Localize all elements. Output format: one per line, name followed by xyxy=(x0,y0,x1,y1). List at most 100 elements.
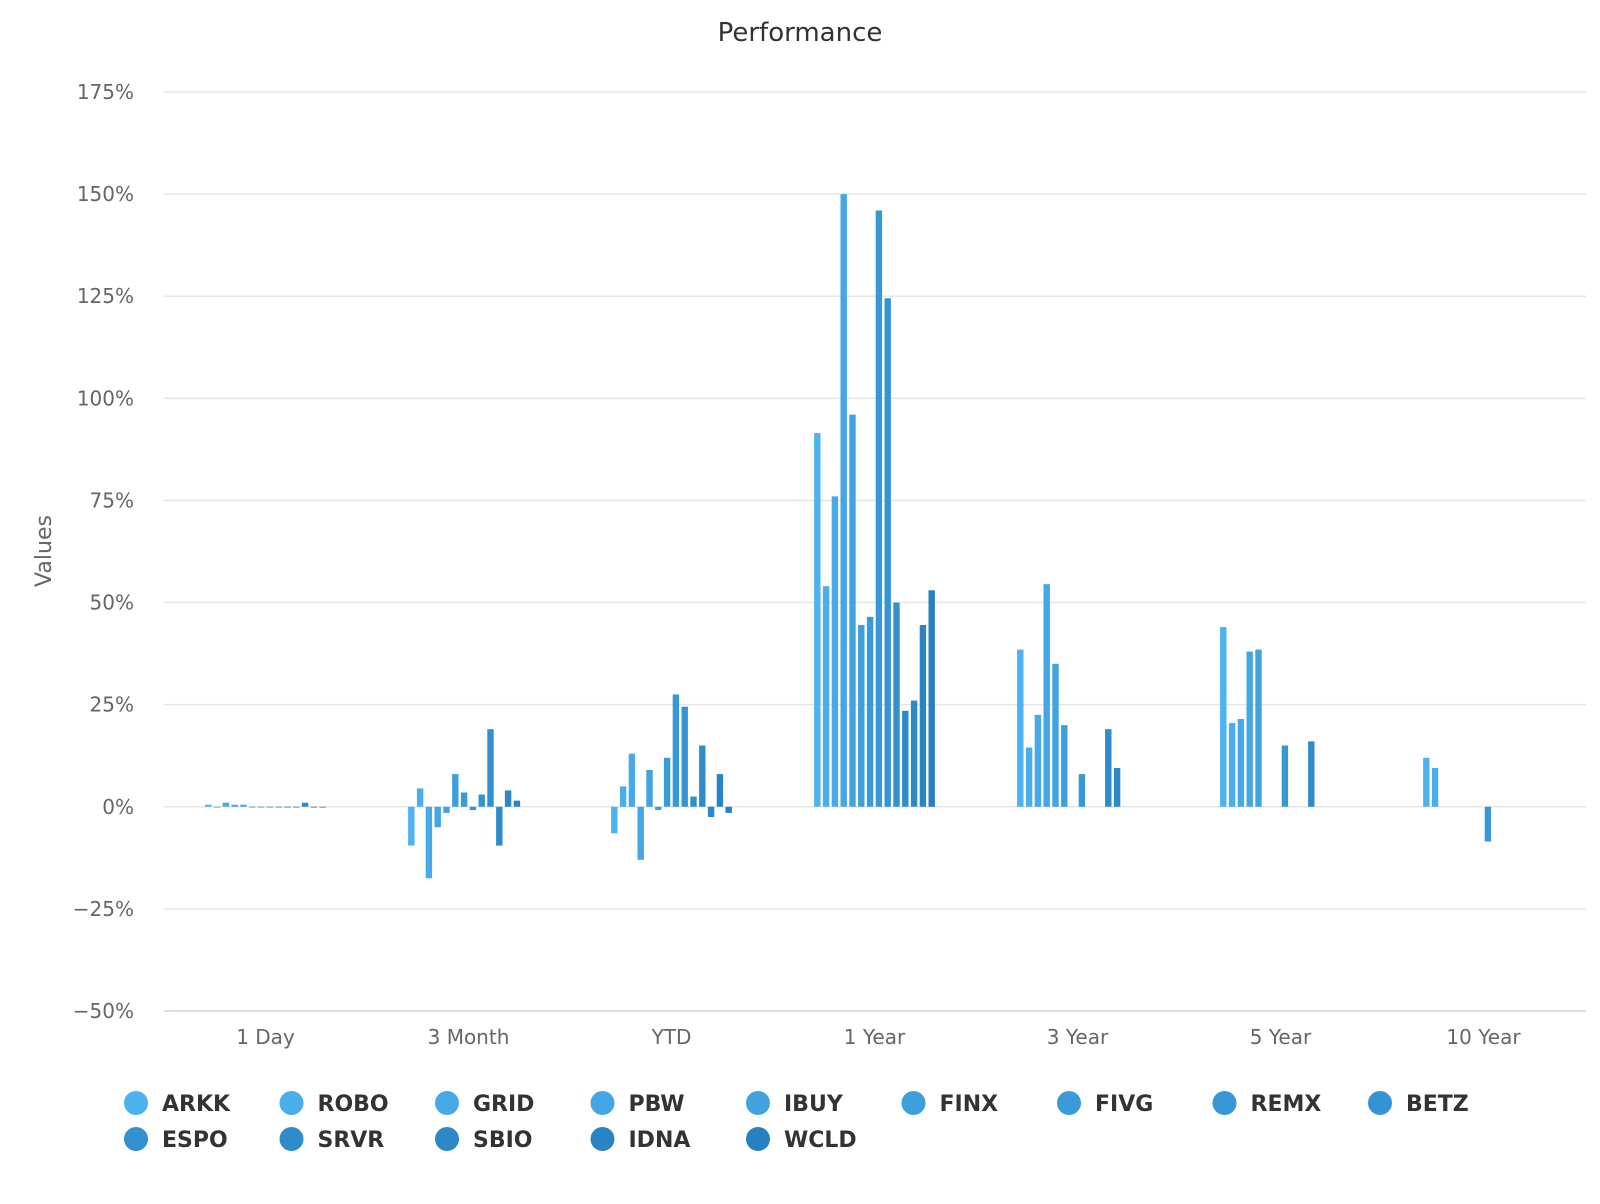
bar-idna-ytd xyxy=(716,774,724,807)
bar-ibuy-ytd xyxy=(646,770,653,807)
bar-robo-5-year xyxy=(1228,723,1236,807)
bar-pbw-3-year xyxy=(1043,584,1050,807)
legend-item-finx[interactable]: FINX xyxy=(901,1091,999,1117)
bar-robo-3-month xyxy=(416,788,424,807)
legend-marker xyxy=(124,1091,148,1115)
bar-espo-1-year xyxy=(893,602,900,807)
bar-pbw-5-year xyxy=(1246,651,1253,807)
legend-item-sbio[interactable]: SBIO xyxy=(435,1127,533,1153)
legend-item-wcld[interactable]: WCLD xyxy=(746,1127,857,1153)
bar-betz-3-month xyxy=(478,794,485,807)
legend-marker xyxy=(1212,1091,1237,1115)
bar-remx-5-year xyxy=(1281,745,1289,807)
bar-betz-1-day xyxy=(275,806,282,808)
legend-item-ibuy[interactable]: IBUY xyxy=(746,1091,844,1117)
bar-betz-1-year xyxy=(884,298,891,807)
bar-espo-3-month xyxy=(487,729,494,807)
legend-marker xyxy=(435,1127,459,1151)
bars xyxy=(205,194,1492,879)
bar-arkk-5-year xyxy=(1220,627,1227,807)
bar-wcld-1-year xyxy=(928,590,935,807)
legend-label: REMX xyxy=(1251,1092,1322,1117)
bar-arkk-3-year xyxy=(1017,649,1024,807)
legend-marker xyxy=(279,1127,304,1151)
gridlines xyxy=(164,91,1586,910)
bar-betz-ytd xyxy=(681,706,688,807)
y-tick-label: 100% xyxy=(77,386,134,410)
bar-fivg-1-day xyxy=(257,806,265,808)
legend-item-espo[interactable]: ESPO xyxy=(124,1127,228,1153)
bar-finx-3-year xyxy=(1061,725,1068,807)
bar-arkk-ytd xyxy=(611,806,618,834)
legend-item-idna[interactable]: IDNA xyxy=(590,1127,691,1153)
legend-marker xyxy=(590,1127,615,1151)
legend-label: BETZ xyxy=(1406,1092,1469,1117)
bar-remx-3-year xyxy=(1078,774,1086,807)
bar-grid-1-day xyxy=(222,802,230,807)
legend-label: FIVG xyxy=(1095,1092,1153,1117)
y-axis-title: Values xyxy=(32,515,57,587)
bar-arkk-10-year xyxy=(1423,757,1430,807)
bar-sbio-3-month xyxy=(504,790,512,807)
x-tick-label: 10 Year xyxy=(1446,1025,1521,1049)
legend-label: WCLD xyxy=(784,1128,857,1153)
legend-item-betz[interactable]: BETZ xyxy=(1368,1091,1469,1117)
legend-marker xyxy=(124,1127,148,1151)
bar-wcld-ytd xyxy=(725,806,732,813)
bar-srvr-5-year xyxy=(1308,741,1315,807)
y-tick-label: 25% xyxy=(90,693,134,717)
bar-ibuy-3-year xyxy=(1052,663,1059,807)
bar-espo-ytd xyxy=(690,796,697,807)
y-tick-label: −25% xyxy=(73,897,134,921)
legend-marker xyxy=(435,1091,459,1115)
bar-grid-1-year xyxy=(831,496,839,807)
bar-espo-1-day xyxy=(284,806,291,808)
legend-marker xyxy=(746,1091,770,1115)
legend-item-fivg[interactable]: FIVG xyxy=(1057,1091,1153,1117)
legend-label: SBIO xyxy=(473,1128,533,1153)
y-tick-label: 0% xyxy=(102,795,134,819)
bar-grid-3-month xyxy=(425,806,433,879)
bar-remx-3-month xyxy=(469,806,477,811)
bar-ibuy-3-month xyxy=(443,806,450,813)
bar-fivg-ytd xyxy=(663,757,671,807)
bar-robo-1-day xyxy=(213,806,221,808)
legend-item-grid[interactable]: GRID xyxy=(435,1091,534,1117)
bar-arkk-1-day xyxy=(205,804,212,807)
legend-item-pbw[interactable]: PBW xyxy=(590,1091,685,1117)
bar-idna-1-day xyxy=(310,806,318,808)
bar-srvr-1-year xyxy=(902,710,909,807)
bar-idna-1-year xyxy=(919,625,927,807)
bar-idna-3-month xyxy=(513,800,521,807)
bar-remx-10-year xyxy=(1484,806,1492,842)
bar-robo-1-year xyxy=(822,586,830,807)
bar-pbw-ytd xyxy=(637,806,644,860)
bar-finx-ytd xyxy=(655,806,662,811)
legend-item-remx[interactable]: REMX xyxy=(1212,1091,1322,1117)
legend-marker xyxy=(1057,1091,1081,1115)
bar-robo-10-year xyxy=(1431,767,1439,807)
legend-label: GRID xyxy=(473,1092,534,1117)
y-tick-label: −50% xyxy=(73,999,134,1023)
x-tick-label: 3 Month xyxy=(428,1025,510,1049)
chart-title: Performance xyxy=(718,18,883,48)
legend-label: IBUY xyxy=(784,1092,844,1117)
bar-fivg-3-month xyxy=(460,792,468,807)
x-tick-label: 3 Year xyxy=(1047,1025,1109,1049)
bar-pbw-1-year xyxy=(840,194,847,807)
bar-ibuy-1-year xyxy=(849,414,856,807)
y-tick-label: 175% xyxy=(77,80,134,104)
legend-item-robo[interactable]: ROBO xyxy=(279,1091,389,1117)
bar-srvr-3-month xyxy=(496,806,503,846)
legend-item-srvr[interactable]: SRVR xyxy=(279,1127,385,1153)
bar-arkk-1-year xyxy=(814,433,821,807)
bar-sbio-1-day xyxy=(301,802,309,807)
bar-wcld-1-day xyxy=(319,806,326,808)
bar-grid-3-year xyxy=(1034,714,1042,807)
legend-item-arkk[interactable]: ARKK xyxy=(124,1091,231,1117)
bar-ibuy-1-day xyxy=(240,804,247,807)
bar-srvr-3-year xyxy=(1105,729,1112,807)
x-tick-label: YTD xyxy=(651,1025,692,1049)
bar-pbw-1-day xyxy=(231,804,238,807)
x-tick-label: 5 Year xyxy=(1250,1025,1312,1049)
